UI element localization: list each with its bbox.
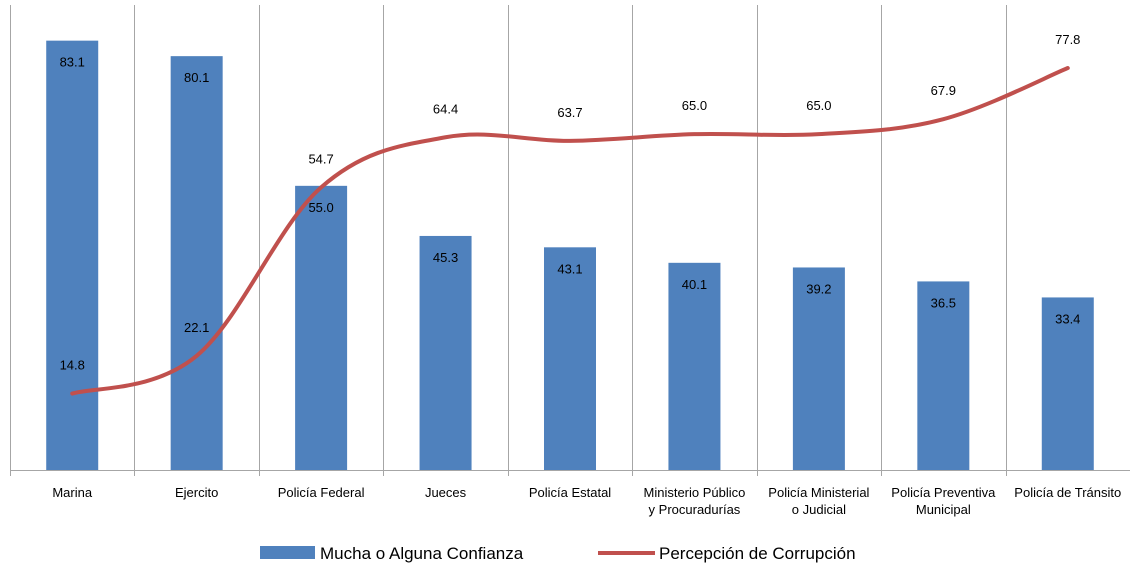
line-value-label: 14.8 (60, 358, 85, 373)
line-value-label: 67.9 (931, 83, 956, 98)
bar (295, 185, 348, 471)
bar-value-label: 55.0 (308, 200, 333, 215)
line-value-label: 63.7 (557, 105, 582, 120)
category-label-line: Ministerio Público (644, 485, 746, 500)
line-value-label: 65.0 (682, 98, 707, 113)
line-value-label: 54.7 (308, 151, 333, 166)
grid-lines (10, 5, 1007, 476)
category-label: Policía Estatal (529, 485, 611, 500)
bar (419, 235, 472, 470)
bar (544, 247, 596, 470)
category-label: Jueces (425, 485, 467, 500)
line-value-label: 64.4 (433, 101, 458, 116)
category-label: Ejercito (175, 485, 218, 500)
category-label: Policía Federal (278, 485, 365, 500)
category-label-line: Marina (52, 485, 93, 500)
category-label-line: Policía Estatal (529, 485, 611, 500)
bar (917, 281, 970, 470)
bar-value-label: 43.1 (557, 261, 582, 276)
legend-label-bars: Mucha o Alguna Confianza (320, 544, 524, 563)
category-label: Ministerio Público y Procuradurías (644, 485, 746, 517)
legend: Mucha o Alguna Confianza Percepción de Co… (260, 544, 856, 563)
bar (46, 40, 99, 471)
category-label-line: Policía Ministerial (768, 485, 869, 500)
category-label-line: Ejercito (175, 485, 218, 500)
bar-value-label: 33.4 (1055, 311, 1080, 326)
category-label-line: o Judicial (792, 502, 846, 517)
x-axis: Marina Ejercito Policía Federal Jueces Polic… (10, 470, 1130, 517)
category-label: Policía Ministerial o Judicial (768, 485, 869, 517)
bar (668, 262, 721, 470)
corruption-line (70, 66, 1070, 396)
line-value-label: 77.8 (1055, 32, 1080, 47)
bar-value-label: 80.1 (184, 70, 209, 85)
category-label-line: Policía Preventiva (891, 485, 996, 500)
category-label-line: Policía de Tránsito (1014, 485, 1121, 500)
line-series (70, 66, 1070, 396)
bar-value-label: 36.5 (931, 295, 956, 310)
bar (170, 56, 223, 471)
bar-value-label: 40.1 (682, 277, 707, 292)
category-label: Policía Preventiva Municipal (891, 485, 996, 517)
legend-swatch-bars (260, 546, 315, 559)
bar-series (46, 40, 1094, 471)
category-label-line: y Procuradurías (649, 502, 741, 517)
line-value-label: 65.0 (806, 98, 831, 113)
category-label: Marina (52, 485, 93, 500)
line-value-label: 22.1 (184, 320, 209, 335)
category-label-line: Policía Federal (278, 485, 365, 500)
bar-value-label: 45.3 (433, 250, 458, 265)
category-label: Policía de Tránsito (1014, 485, 1121, 500)
category-label-line: Municipal (916, 502, 971, 517)
category-label-line: Jueces (425, 485, 467, 500)
bar (1041, 297, 1094, 470)
legend-label-line: Percepción de Corrupción (659, 544, 856, 563)
data-labels: 83.1 80.1 55.0 45.3 43.1 40.1 39.2 36.5 33.4 14.8… (60, 32, 1081, 373)
bar (792, 267, 845, 470)
bar-value-label: 39.2 (806, 281, 831, 296)
bar-value-label: 83.1 (60, 55, 85, 70)
